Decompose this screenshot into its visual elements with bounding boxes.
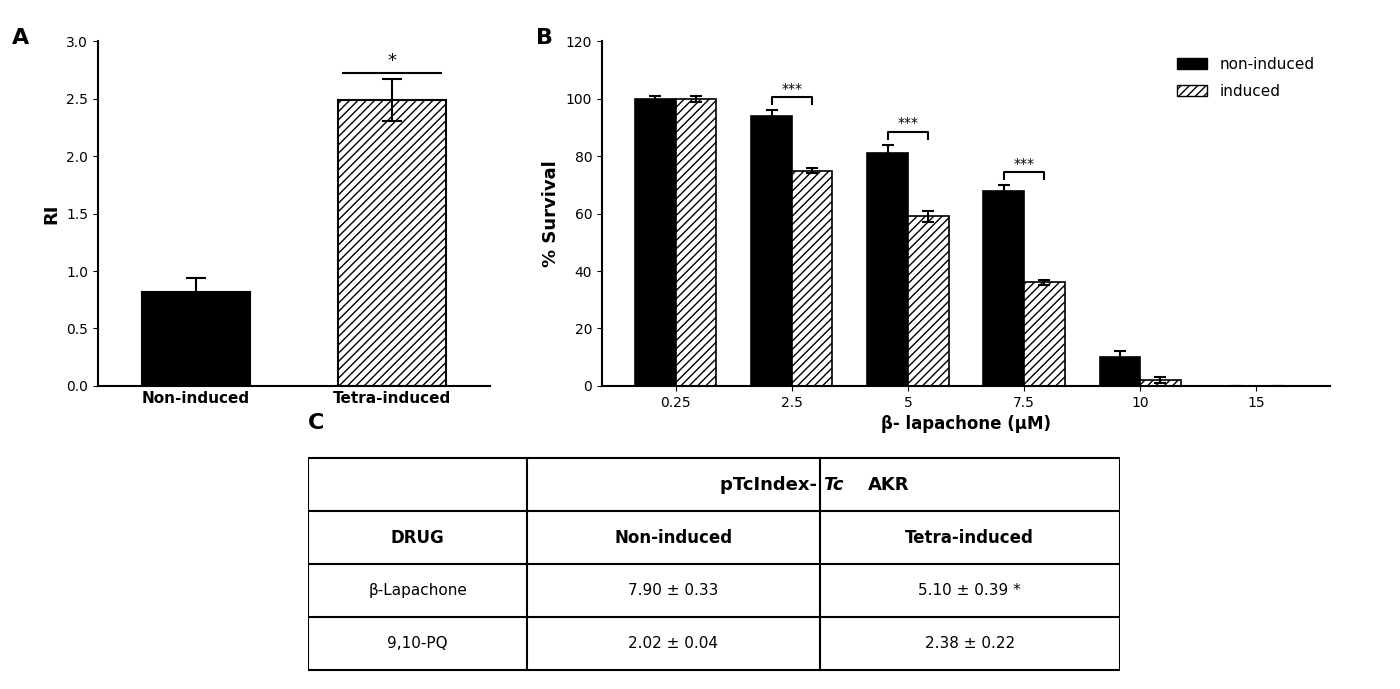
Bar (909, 216, 949, 386)
Text: Tc: Tc (823, 475, 844, 494)
Text: *: * (388, 52, 396, 70)
Text: B: B (536, 28, 553, 48)
Text: β-Lapachone: β-Lapachone (368, 584, 468, 598)
Bar (752, 116, 792, 386)
Text: 7.90 ± 0.33: 7.90 ± 0.33 (629, 584, 718, 598)
Text: ***: *** (897, 116, 918, 130)
Bar (1140, 380, 1180, 386)
Text: 5.10 ± 0.39 *: 5.10 ± 0.39 * (918, 584, 1021, 598)
Text: ***: *** (1014, 156, 1035, 171)
Text: C: C (308, 413, 325, 433)
Text: ***: *** (781, 82, 802, 96)
Bar (636, 99, 676, 386)
Bar (983, 191, 1023, 386)
Legend: non-induced, induced: non-induced, induced (1169, 49, 1323, 107)
Bar (339, 100, 445, 386)
Text: 2.38 ± 0.22: 2.38 ± 0.22 (925, 637, 1015, 651)
Text: AKR: AKR (868, 475, 910, 494)
Text: 9,10-PQ: 9,10-PQ (388, 637, 448, 651)
Bar (143, 291, 251, 386)
Bar (868, 154, 909, 386)
Bar (792, 171, 833, 386)
Text: DRUG: DRUG (391, 528, 444, 547)
Text: Non-induced: Non-induced (615, 528, 732, 547)
Text: A: A (11, 28, 29, 48)
Bar (1023, 282, 1064, 386)
X-axis label: β- lapachone (μM): β- lapachone (μM) (881, 415, 1051, 433)
Text: 2.02 ± 0.04: 2.02 ± 0.04 (629, 637, 718, 651)
Y-axis label: RI: RI (43, 203, 60, 224)
Bar (676, 99, 717, 386)
Y-axis label: % Survival: % Survival (542, 161, 560, 267)
Bar (1099, 357, 1140, 386)
Text: Tetra-induced: Tetra-induced (906, 528, 1035, 547)
Text: pTcIndex-: pTcIndex- (721, 475, 823, 494)
